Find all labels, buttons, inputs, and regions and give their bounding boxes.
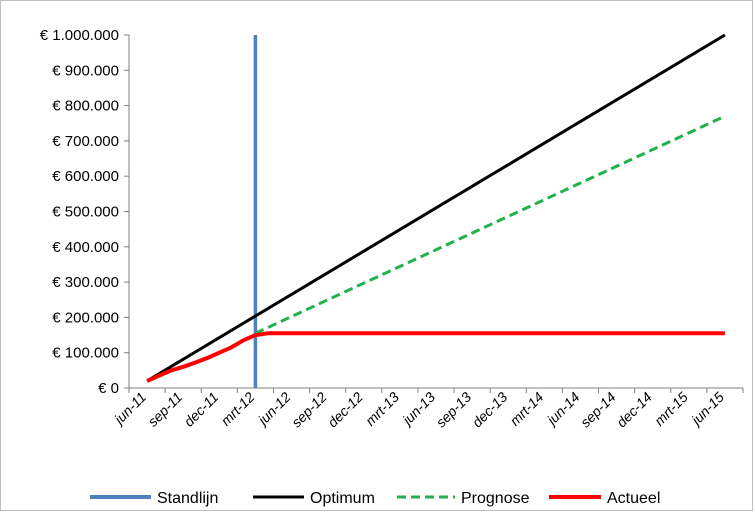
x-tick-label: jun-14	[542, 389, 582, 429]
x-tick-label: sep-13	[433, 389, 475, 431]
actueel-line	[146, 331, 725, 383]
y-tick-label: € 400.000	[52, 239, 119, 256]
legend-label-standlijn: Standlijn	[157, 490, 218, 507]
legend-label-actueel: Actueel	[607, 490, 660, 507]
y-tick-label: € 800.000	[52, 98, 119, 115]
series-layer	[146, 33, 726, 388]
x-tick-label: dec-13	[469, 389, 511, 431]
x-tick-label: mrt-14	[507, 389, 547, 429]
x-tick-label: mrt-12	[218, 389, 258, 429]
legend-label-optimum: Optimum	[310, 490, 375, 507]
x-tick-label: mrt-13	[362, 389, 402, 429]
y-tick-label: € 100.000	[52, 345, 119, 362]
x-tick-label: jun-12	[253, 389, 293, 429]
legend: Standlijn Optimum Prognose Actueel	[90, 490, 660, 507]
x-tick-label: sep-11	[144, 389, 185, 430]
prognose-line	[254, 114, 726, 335]
y-tick-label: € 0	[98, 380, 119, 397]
y-tick-label: € 1.000.000	[40, 27, 119, 44]
x-tick-label: jun-15	[687, 389, 727, 429]
legend-label-prognose: Prognose	[461, 490, 530, 507]
x-tick-label: sep-14	[577, 389, 619, 431]
y-tick-label: € 300.000	[52, 274, 119, 291]
y-tick-label: € 200.000	[52, 309, 119, 326]
x-tick-label: sep-12	[288, 389, 330, 431]
y-tick-label: € 600.000	[52, 168, 119, 185]
y-tick-label: € 700.000	[52, 133, 119, 150]
x-tick-label: mrt-15	[651, 389, 691, 429]
y-tick-label: € 500.000	[52, 204, 119, 221]
x-tick-label: dec-14	[613, 389, 655, 431]
y-tick-label: € 900.000	[52, 62, 119, 79]
optimum-line	[146, 33, 726, 383]
x-tick-label: dec-11	[181, 389, 222, 430]
x-tick-label: jun-13	[398, 389, 438, 429]
x-tick-label: dec-12	[324, 389, 366, 431]
